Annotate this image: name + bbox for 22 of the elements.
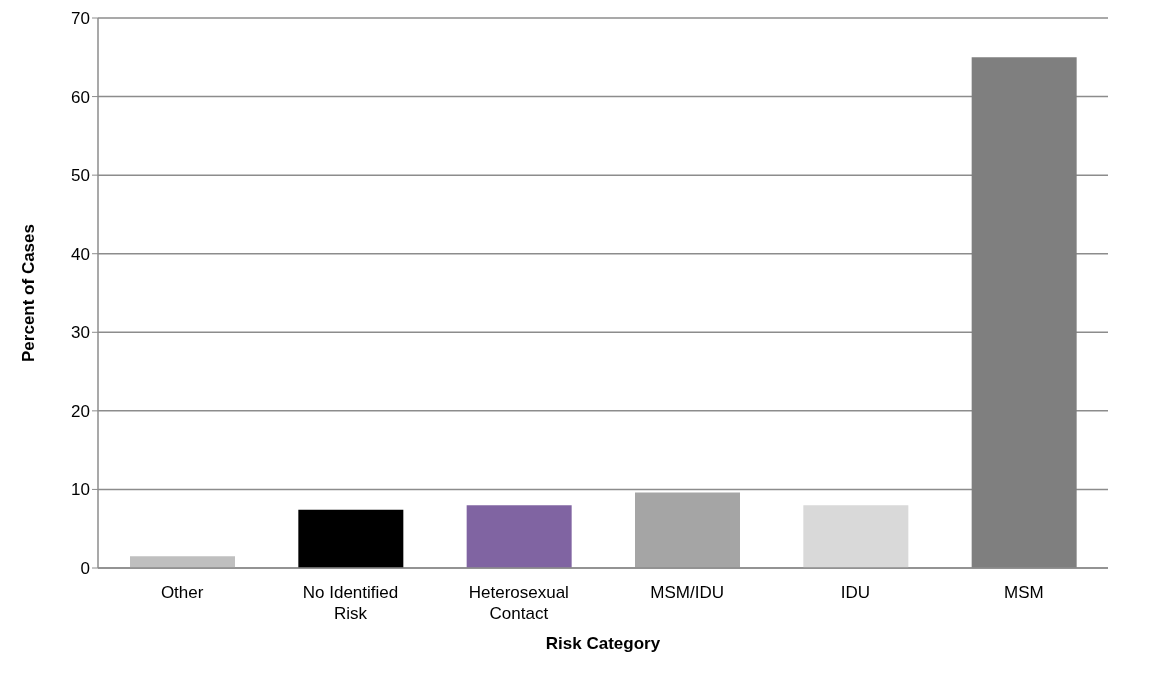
bar [971,57,1077,568]
y-tick-label: 20 [71,401,90,421]
y-tick-label: 50 [71,166,90,186]
x-tick-label: Heterosexual Contact [468,583,569,623]
y-tick-label: 10 [71,480,90,500]
x-tick-label: IDU [840,583,871,602]
y-tick-label: 70 [71,9,90,29]
y-tick-label: 30 [71,323,90,343]
x-tick-label: MSM [1004,583,1044,602]
bar [466,505,572,568]
y-axis-title: Percent of Cases [19,224,39,362]
y-tick-label: 60 [71,87,90,107]
x-tick-label: MSM/IDU [650,583,724,602]
bar [298,509,404,568]
y-tick-label: 40 [71,244,90,264]
y-tick-label: 0 [80,559,90,579]
bar [130,556,235,568]
bar [803,505,909,568]
x-axis-title: Risk Category [545,634,661,653]
bar [635,492,740,568]
x-tick-label: No Identified Risk [302,583,399,623]
x-tick-label: Other [160,583,204,602]
